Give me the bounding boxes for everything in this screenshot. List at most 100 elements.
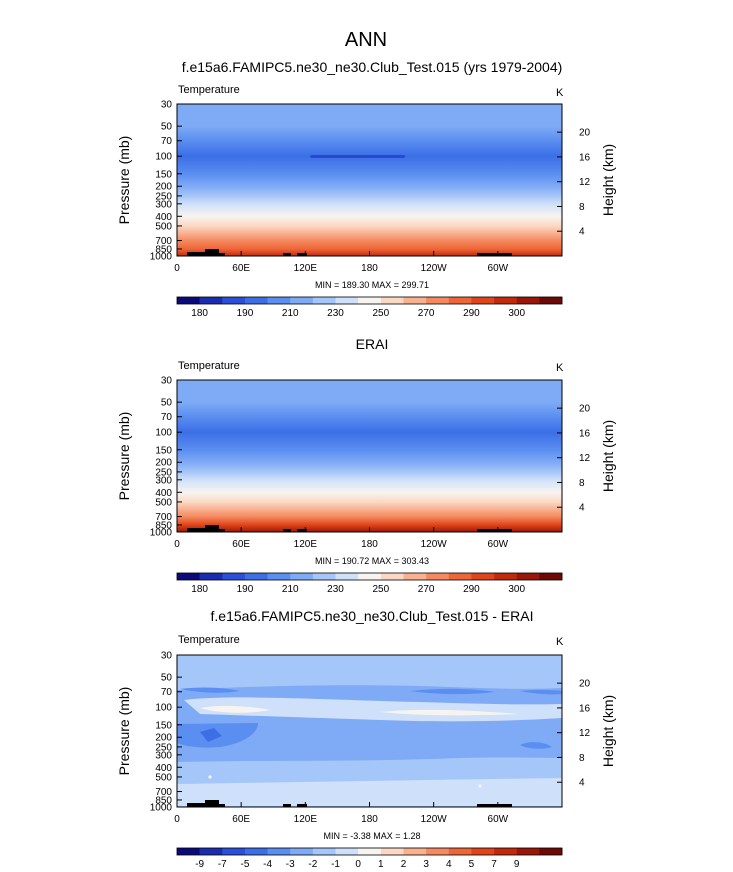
y-tick-label: 400 bbox=[155, 763, 172, 774]
y-tick-label: 50 bbox=[161, 398, 173, 409]
colorbar-swatch bbox=[358, 848, 382, 855]
colorbar-swatch bbox=[471, 848, 495, 855]
colorbar-swatch bbox=[448, 848, 472, 855]
y-tick-label: 700 bbox=[155, 512, 172, 523]
panel-3-min-max: MIN = -3.38 MAX = 1.28 bbox=[323, 831, 420, 841]
colorbar-swatch bbox=[380, 297, 404, 304]
colorbar-swatch bbox=[222, 297, 246, 304]
y-tick-label: 700 bbox=[155, 236, 172, 247]
x-tick-label: 180 bbox=[361, 263, 378, 274]
terrain-block bbox=[205, 525, 219, 532]
colorbar-label: -2 bbox=[308, 859, 317, 870]
colorbar-swatch bbox=[539, 848, 563, 855]
panel-1-variable-label: Temperature bbox=[178, 84, 240, 96]
x-tick-label: 60W bbox=[488, 814, 509, 825]
y-tick-label: 200 bbox=[155, 458, 172, 469]
y-tick-label: 850 bbox=[155, 520, 172, 531]
panel-2-terrain bbox=[187, 525, 512, 532]
y-right-tick-label: 8 bbox=[579, 478, 585, 489]
panel-3-y-axis-right: 20 16 12 8 4 bbox=[557, 679, 591, 789]
panel-1-y-axis-label: Pressure (mb) bbox=[116, 136, 132, 225]
colorbar-swatch bbox=[516, 848, 540, 855]
terrain-block bbox=[187, 803, 205, 807]
colorbar-swatch bbox=[222, 573, 246, 580]
colorbar-label: -9 bbox=[195, 859, 204, 870]
x-tick-label: 0 bbox=[174, 539, 180, 550]
y-right-tick-label: 12 bbox=[579, 453, 591, 464]
colorbar-label: 7 bbox=[491, 859, 497, 870]
colorbar-label: 270 bbox=[418, 308, 435, 319]
colorbar-label: -3 bbox=[286, 859, 295, 870]
colorbar-label: 290 bbox=[463, 584, 480, 595]
colorbar-frame bbox=[176, 572, 563, 581]
y-tick-label: 500 bbox=[155, 497, 172, 508]
y-right-tick-label: 4 bbox=[579, 778, 585, 789]
x-tick-label: 180 bbox=[361, 814, 378, 825]
colorbar-swatch bbox=[426, 573, 450, 580]
colorbar-label: 1 bbox=[378, 859, 384, 870]
panel-3-terrain bbox=[187, 800, 512, 807]
y-tick-label: 30 bbox=[161, 100, 173, 111]
y-tick-label: 500 bbox=[155, 221, 172, 232]
terrain-block bbox=[219, 253, 225, 256]
y-tick-label: 70 bbox=[161, 136, 173, 147]
panel-1: f.e15a6.FAMIPC5.ne30_ne30.Club_Test.015 … bbox=[116, 59, 616, 319]
colorbar-label: 180 bbox=[191, 584, 208, 595]
colorbar-label: 180 bbox=[191, 308, 208, 319]
y-tick-label: 100 bbox=[155, 152, 172, 163]
y-tick-label: 30 bbox=[161, 376, 173, 387]
colorbar-swatch bbox=[494, 297, 518, 304]
colorbar-swatch bbox=[177, 848, 200, 855]
y-tick-label: 150 bbox=[155, 445, 172, 456]
y-right-tick-label: 8 bbox=[579, 753, 585, 764]
colorbar-label: 4 bbox=[446, 859, 452, 870]
panel-3-x-axis: 0 60E 120E 180 120W 60W bbox=[174, 802, 509, 825]
x-tick-label: 60E bbox=[232, 814, 250, 825]
colorbar-swatch bbox=[539, 573, 563, 580]
panel-2-min-max: MIN = 190.72 MAX = 303.43 bbox=[315, 556, 429, 566]
panel-3-title: f.e15a6.FAMIPC5.ne30_ne30.Club_Test.015 … bbox=[211, 608, 534, 624]
colorbar-swatch bbox=[267, 848, 291, 855]
panel-2-units-label: K bbox=[556, 362, 564, 374]
panel-1-colorbar: 180 190 210 230 250 270 290 300 bbox=[176, 296, 563, 319]
panel-1-tropopause-cold-core bbox=[310, 155, 405, 158]
x-tick-label: 120W bbox=[421, 539, 448, 550]
panel-2-plot-field bbox=[177, 380, 562, 532]
panel-2-variable-label: Temperature bbox=[178, 360, 240, 372]
panel-1-min-max: MIN = 189.30 MAX = 299.71 bbox=[315, 280, 429, 290]
colorbar-frame bbox=[176, 847, 563, 856]
colorbar-swatch bbox=[199, 297, 223, 304]
colorbar-swatch bbox=[244, 573, 268, 580]
x-tick-label: 120E bbox=[294, 539, 318, 550]
x-tick-label: 60E bbox=[232, 263, 250, 274]
terrain-block bbox=[187, 528, 205, 532]
colorbar-swatch bbox=[267, 573, 291, 580]
colorbar-swatch bbox=[403, 848, 427, 855]
y-tick-label: 1000 bbox=[150, 528, 173, 539]
colorbar-swatch bbox=[312, 573, 336, 580]
y-tick-label: 300 bbox=[155, 199, 172, 210]
y-tick-label: 50 bbox=[161, 673, 173, 684]
terrain-block bbox=[219, 804, 225, 807]
colorbar-swatch bbox=[199, 573, 223, 580]
panel-3-units-label: K bbox=[556, 636, 564, 648]
colorbar-swatch bbox=[222, 848, 246, 855]
colorbar-swatch bbox=[539, 297, 563, 304]
y-tick-label: 200 bbox=[155, 182, 172, 193]
panel-2-y-axis-label: Pressure (mb) bbox=[116, 412, 132, 501]
y-tick-label: 70 bbox=[161, 412, 173, 423]
y-tick-label: 70 bbox=[161, 687, 173, 698]
colorbar-swatch bbox=[312, 848, 336, 855]
y-right-tick-label: 4 bbox=[579, 227, 585, 238]
colorbar-swatch bbox=[403, 297, 427, 304]
panel-3-variable-label: Temperature bbox=[178, 634, 240, 646]
panel-3: f.e15a6.FAMIPC5.ne30_ne30.Club_Test.015 … bbox=[116, 608, 616, 870]
colorbar-label: 190 bbox=[237, 308, 254, 319]
y-tick-label: 150 bbox=[155, 720, 172, 731]
colorbar-swatch bbox=[516, 573, 540, 580]
x-tick-label: 120W bbox=[421, 263, 448, 274]
terrain-block bbox=[205, 249, 219, 256]
panel-1-units-label: K bbox=[556, 87, 564, 99]
